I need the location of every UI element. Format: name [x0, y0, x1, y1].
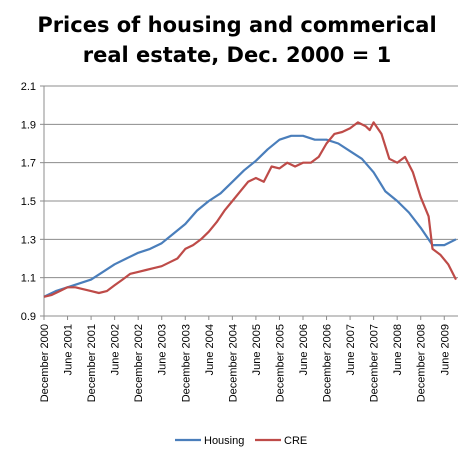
y-tick-label: 1.9 — [21, 119, 36, 131]
axes — [40, 85, 458, 320]
x-tick-label: June 2008 — [392, 324, 404, 375]
y-tick-label: 0.9 — [21, 311, 36, 323]
x-tick-labels: December 2000 June 2001 December 2001 June … — [39, 324, 451, 402]
x-tick-label: June 2005 — [251, 324, 263, 375]
x-tick-label: June 2003 — [157, 324, 169, 375]
gridlines — [44, 85, 458, 279]
series-line-cre — [43, 121, 457, 298]
y-tick-labels: 0.9 1.1 1.3 1.5 1.7 1.9 2.1 — [21, 81, 36, 323]
series-line-housing — [43, 134, 457, 298]
x-tick-label: December 2007 — [369, 324, 381, 402]
legend-label-housing: Housing — [204, 435, 244, 447]
chart-title-line-2: real estate, Dec. 2000 = 1 — [82, 43, 392, 67]
y-tick-label: 1.7 — [21, 158, 36, 170]
x-tick-label: June 2002 — [110, 324, 122, 375]
y-tick-label: 1.5 — [21, 196, 36, 208]
legend: Housing CRE — [175, 435, 307, 447]
x-tick-label: December 2000 — [39, 324, 51, 402]
chart-title-line-1: Prices of housing and commerical — [37, 13, 437, 37]
series-lines — [43, 121, 457, 298]
x-tick-label: December 2006 — [322, 324, 334, 402]
y-tick-label: 2.1 — [21, 81, 36, 93]
x-tick-label: June 2004 — [204, 324, 216, 375]
y-tick-label: 1.1 — [21, 273, 36, 285]
chart-title: Prices of housing and commerical real es… — [0, 10, 474, 70]
x-tick-label: December 2001 — [86, 324, 98, 402]
y-tick-label: 1.3 — [21, 234, 36, 246]
legend-label-cre: CRE — [284, 435, 307, 447]
x-tick-label: December 2002 — [133, 324, 145, 402]
x-tick-label: June 2007 — [345, 324, 357, 375]
x-tick-label: June 2009 — [439, 324, 451, 375]
x-tick-label: December 2008 — [416, 324, 428, 402]
x-tick-label: December 2005 — [274, 324, 286, 402]
x-tick-label: June 2006 — [298, 324, 310, 375]
x-tick-label: December 2004 — [227, 324, 239, 402]
x-tick-label: June 2001 — [63, 324, 75, 375]
x-tick-label: December 2003 — [180, 324, 192, 402]
